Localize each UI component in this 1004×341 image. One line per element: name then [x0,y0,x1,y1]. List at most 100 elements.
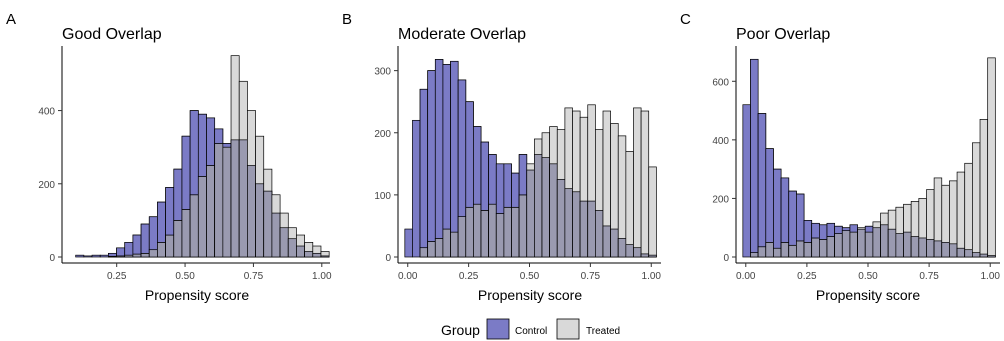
treated-bar [987,57,996,258]
overlap-bar [526,169,535,258]
overlap-bar [933,240,943,258]
overlap-bar [132,253,142,258]
overlap-bar [148,249,158,258]
control-bar-top [419,88,429,249]
panel-letter: B [342,11,352,28]
x-axis-label: Propensity score [478,287,582,303]
x-tick-label: 0.25 [459,271,479,282]
x-tick-label: 0.75 [581,271,601,282]
treated-bar [640,110,650,258]
control-bar [404,228,413,258]
plot-area: 0 200 400 0.25 0.50 0.75 1.00 [38,46,332,282]
overlap-bar [857,228,866,258]
control-bar-top [140,223,150,254]
overlap-bar [617,238,627,258]
overlap-bar [864,231,874,258]
control-bar-top [788,190,797,246]
control-bar-top [488,154,497,205]
overlap-bar [197,176,207,258]
treated-bar [964,162,973,258]
plot-area: 0 100 200 300 0.00 0.25 0.50 0.75 1.00 [374,46,661,282]
y-tick-label: 300 [374,67,391,78]
y-tick-label: 0 [723,253,729,264]
legend-swatch-treated [556,318,580,340]
control-bar-top [864,225,874,233]
y-tick-label: 400 [38,107,55,118]
control-bar-top [132,234,142,255]
overlap-bar [263,190,273,258]
legend-label-treated: Treated [586,326,620,337]
control-bar [99,254,109,258]
overlap-bar [987,255,996,258]
control-bar-top [518,154,528,196]
control-bar-top [757,113,767,248]
overlap-bar [495,213,505,258]
control-bar-top [108,252,117,257]
overlap-bar [765,242,774,258]
overlap-bar [773,247,782,258]
control-bar-top [206,117,216,166]
overlap-bar [602,225,611,258]
control-bar [742,104,751,258]
x-tick-label: 0.25 [797,271,817,282]
x-tick-label: 0.75 [919,271,939,282]
legend-title: Group [441,322,480,338]
overlap-bar [427,241,436,258]
y-tick-label: 200 [38,180,55,191]
overlap-bar [625,244,634,258]
x-tick-label: 0.00 [736,271,756,282]
panel-letter: C [680,11,691,28]
overlap-bar [312,252,322,258]
overlap-bar [173,220,183,258]
overlap-bar [941,242,950,258]
overlap-bar [750,252,759,258]
overlap-bar [230,139,240,258]
overlap-bar [572,191,581,258]
control-bar-top [811,222,820,239]
overlap-bar [271,212,281,258]
control-bar-top [480,141,490,211]
control-bar-top [197,113,207,177]
control-bar-top [495,163,505,214]
overlap-bar [949,243,958,258]
overlap-bar [189,194,199,258]
panel-title: Moderate Overlap [398,26,526,43]
x-tick-label: 0.75 [244,271,264,282]
control-bar-top [465,101,474,208]
x-tick-label: 0.25 [107,271,127,282]
y-tick-label: 0 [385,253,391,264]
y-tick-label: 100 [374,191,391,202]
x-tick-label: 0.00 [398,271,418,282]
control-bar-top [473,126,482,205]
overlap-bar [457,216,467,258]
control-bar-top [765,148,774,243]
control-bar-top [511,172,520,208]
legend: Group Control Treated [441,318,620,340]
control-bar-top [796,193,805,242]
x-axis-label: Propensity score [816,287,920,303]
overlap-bar [518,194,528,258]
overlap-bar [296,245,305,258]
overlap-bar [610,228,619,258]
x-tick-label: 1.00 [980,271,1000,282]
control-bar-top [503,163,512,208]
panel-title: Poor Overlap [736,26,830,43]
control-bar-top [124,242,134,256]
control-bar-top [214,128,224,144]
overlap-bar [488,203,497,258]
y-tick-label: 600 [712,77,729,88]
overlap-bar [556,178,566,258]
panel-a: A Good Overlap 0 200 400 0.25 0.50 0.75 1.00 P… [6,11,332,303]
overlap-bar [633,247,642,258]
control-bar-top [434,59,444,239]
overlap-bar [287,238,297,258]
overlap-bar [880,224,889,258]
control-bar-top [116,247,126,257]
overlap-bar [841,230,851,258]
overlap-bar [849,231,858,258]
control-bar-top [222,143,232,148]
control-bar-top [803,220,813,243]
overlap-bar [595,210,604,258]
control-bar [75,254,85,258]
overlap-bar [465,206,474,258]
